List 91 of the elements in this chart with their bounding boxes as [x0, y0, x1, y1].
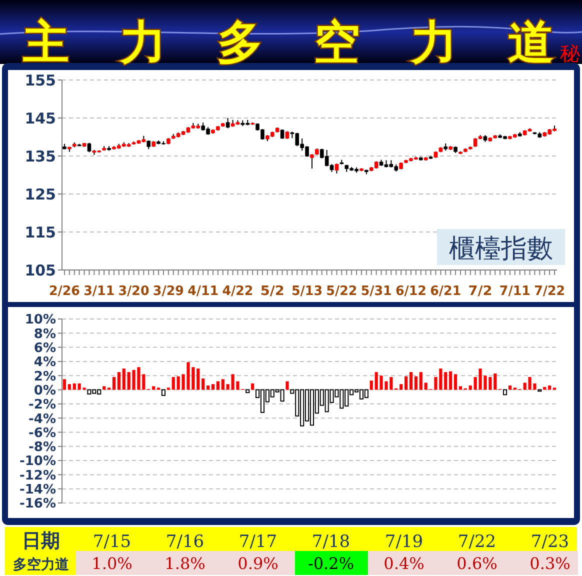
y-tick-label: -2%	[28, 398, 56, 413]
category-label: 7/22	[458, 532, 496, 552]
bar	[286, 381, 289, 390]
y-tick-label: -10%	[19, 454, 56, 470]
bar	[202, 378, 205, 390]
data-label: 0.9%	[238, 554, 278, 573]
y-tick-label: 2%	[34, 369, 56, 384]
data-label: 1.8%	[164, 554, 206, 573]
candlestick	[226, 118, 230, 129]
y-tick-label: -8%	[28, 440, 56, 456]
y-tick-label: 4%	[34, 355, 56, 370]
candlestick	[87, 142, 92, 153]
bar	[370, 380, 373, 390]
x-tick-label: 4/11	[188, 284, 220, 299]
x-tick-label: 7/22	[534, 284, 566, 299]
bar	[161, 389, 166, 396]
y-tick-label: -14%	[19, 482, 56, 498]
bar	[117, 372, 120, 390]
bar	[543, 386, 546, 390]
y-tick-label: 6%	[34, 340, 56, 356]
x-tick-label: 3/11	[84, 284, 116, 299]
y-tick-label: -6%	[28, 426, 56, 441]
category-label: 7/23	[530, 532, 570, 552]
bar	[508, 386, 512, 390]
bar	[246, 389, 250, 394]
x-tick-label: 3/20	[118, 284, 150, 299]
bar	[172, 377, 175, 390]
category-label: 7/16	[166, 532, 204, 552]
bar	[548, 386, 552, 390]
data-label: 0.3%	[530, 554, 570, 573]
bar	[122, 368, 126, 390]
y-tick-label: -4%	[28, 412, 56, 427]
y-tick-label: -12%	[19, 468, 56, 484]
category-label: 7/17	[238, 532, 278, 552]
bar	[68, 384, 71, 390]
annotation: 櫃檯指數	[449, 234, 553, 264]
y-tick-label: 155	[24, 71, 56, 90]
x-tick-label: 6/12	[395, 284, 428, 299]
data-label: -0.2%	[308, 554, 354, 573]
bar	[419, 372, 422, 390]
x-tick-label: 5/13	[292, 284, 324, 299]
bar	[196, 368, 200, 390]
bar	[502, 389, 508, 396]
x-tick-label: 2/26	[48, 284, 81, 299]
data-label: 1.0%	[92, 554, 132, 573]
bar	[102, 386, 106, 390]
bar	[211, 384, 215, 390]
x-tick-label: 5/22	[326, 284, 358, 299]
bar	[454, 374, 458, 390]
y-tick-label: 105	[24, 261, 56, 280]
bar	[414, 376, 418, 390]
bar	[409, 372, 413, 390]
bar	[221, 379, 224, 390]
bar	[494, 373, 497, 390]
category-label: 7/15	[92, 532, 132, 552]
bar	[449, 371, 452, 390]
bar	[404, 376, 408, 390]
chart-subtitle: 秘	[560, 41, 580, 65]
bar	[251, 383, 254, 390]
y-tick-label: 135	[24, 147, 56, 166]
bar	[444, 372, 448, 390]
x-tick-label: 3/29	[152, 284, 185, 299]
bar	[112, 377, 116, 390]
text: 日期	[22, 530, 60, 552]
y-tick-label: -16%	[19, 496, 56, 512]
bar	[152, 386, 156, 390]
y-tick-label: 0%	[34, 383, 56, 398]
bar	[216, 381, 220, 390]
x-tick-label: 6/21	[430, 284, 462, 299]
y-tick-label: 10%	[24, 312, 56, 328]
bar	[400, 384, 403, 390]
text: 多空力道	[13, 556, 70, 573]
bar	[468, 386, 472, 390]
y-tick-label: 8%	[34, 326, 56, 342]
category-label: 7/19	[384, 532, 424, 552]
x-tick-label: 7/2	[468, 284, 492, 299]
x-tick-label: 5/31	[360, 284, 393, 299]
data-label: 0.6%	[456, 554, 498, 573]
y-tick-label: 115	[24, 223, 56, 242]
category-label: 7/18	[312, 532, 350, 552]
data-label: 0.4%	[384, 554, 424, 573]
x-tick-label: 7/11	[499, 284, 532, 299]
bar	[72, 383, 76, 390]
bar	[458, 386, 462, 390]
y-tick-label: 125	[24, 185, 56, 204]
chart-title: 主力多空力道	[23, 15, 554, 69]
x-tick-label: 5/2	[260, 284, 284, 299]
y-tick-label: 145	[24, 109, 56, 128]
bar	[206, 386, 210, 390]
x-tick-label: 4/22	[222, 284, 254, 299]
bar	[62, 379, 66, 390]
